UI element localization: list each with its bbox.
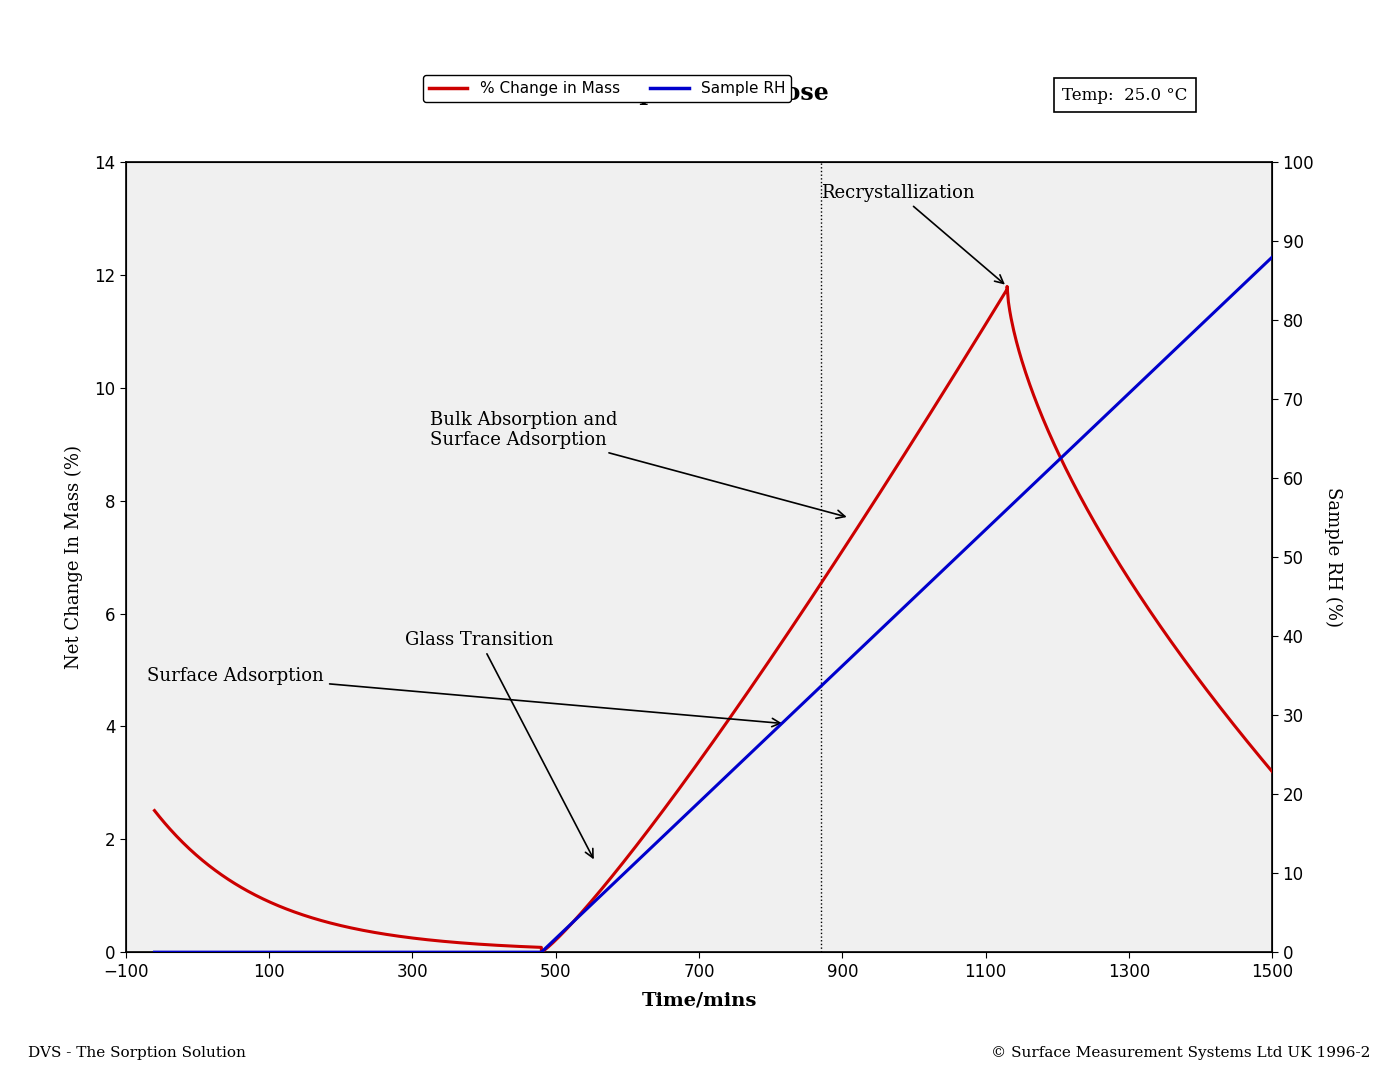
Y-axis label: Net Change In Mass (%): Net Change In Mass (%): [64, 445, 82, 670]
Title: Amorphous Lactose: Amorphous Lactose: [569, 81, 829, 105]
Legend: % Change in Mass, Sample RH: % Change in Mass, Sample RH: [424, 75, 791, 103]
Y-axis label: Sample RH (%): Sample RH (%): [1324, 487, 1342, 628]
X-axis label: Time/mins: Time/mins: [642, 992, 756, 1010]
Text: Temp:  25.0 °C: Temp: 25.0 °C: [1062, 87, 1188, 104]
Text: Glass Transition: Glass Transition: [405, 631, 593, 858]
Text: © Surface Measurement Systems Ltd UK 1996-2: © Surface Measurement Systems Ltd UK 199…: [991, 1046, 1370, 1060]
Text: DVS - The Sorption Solution: DVS - The Sorption Solution: [28, 1046, 246, 1060]
Text: Bulk Absorption and
Surface Adsorption: Bulk Absorption and Surface Adsorption: [431, 410, 844, 518]
Text: Surface Adsorption: Surface Adsorption: [147, 667, 780, 727]
Text: Recrystallization: Recrystallization: [821, 184, 1004, 283]
